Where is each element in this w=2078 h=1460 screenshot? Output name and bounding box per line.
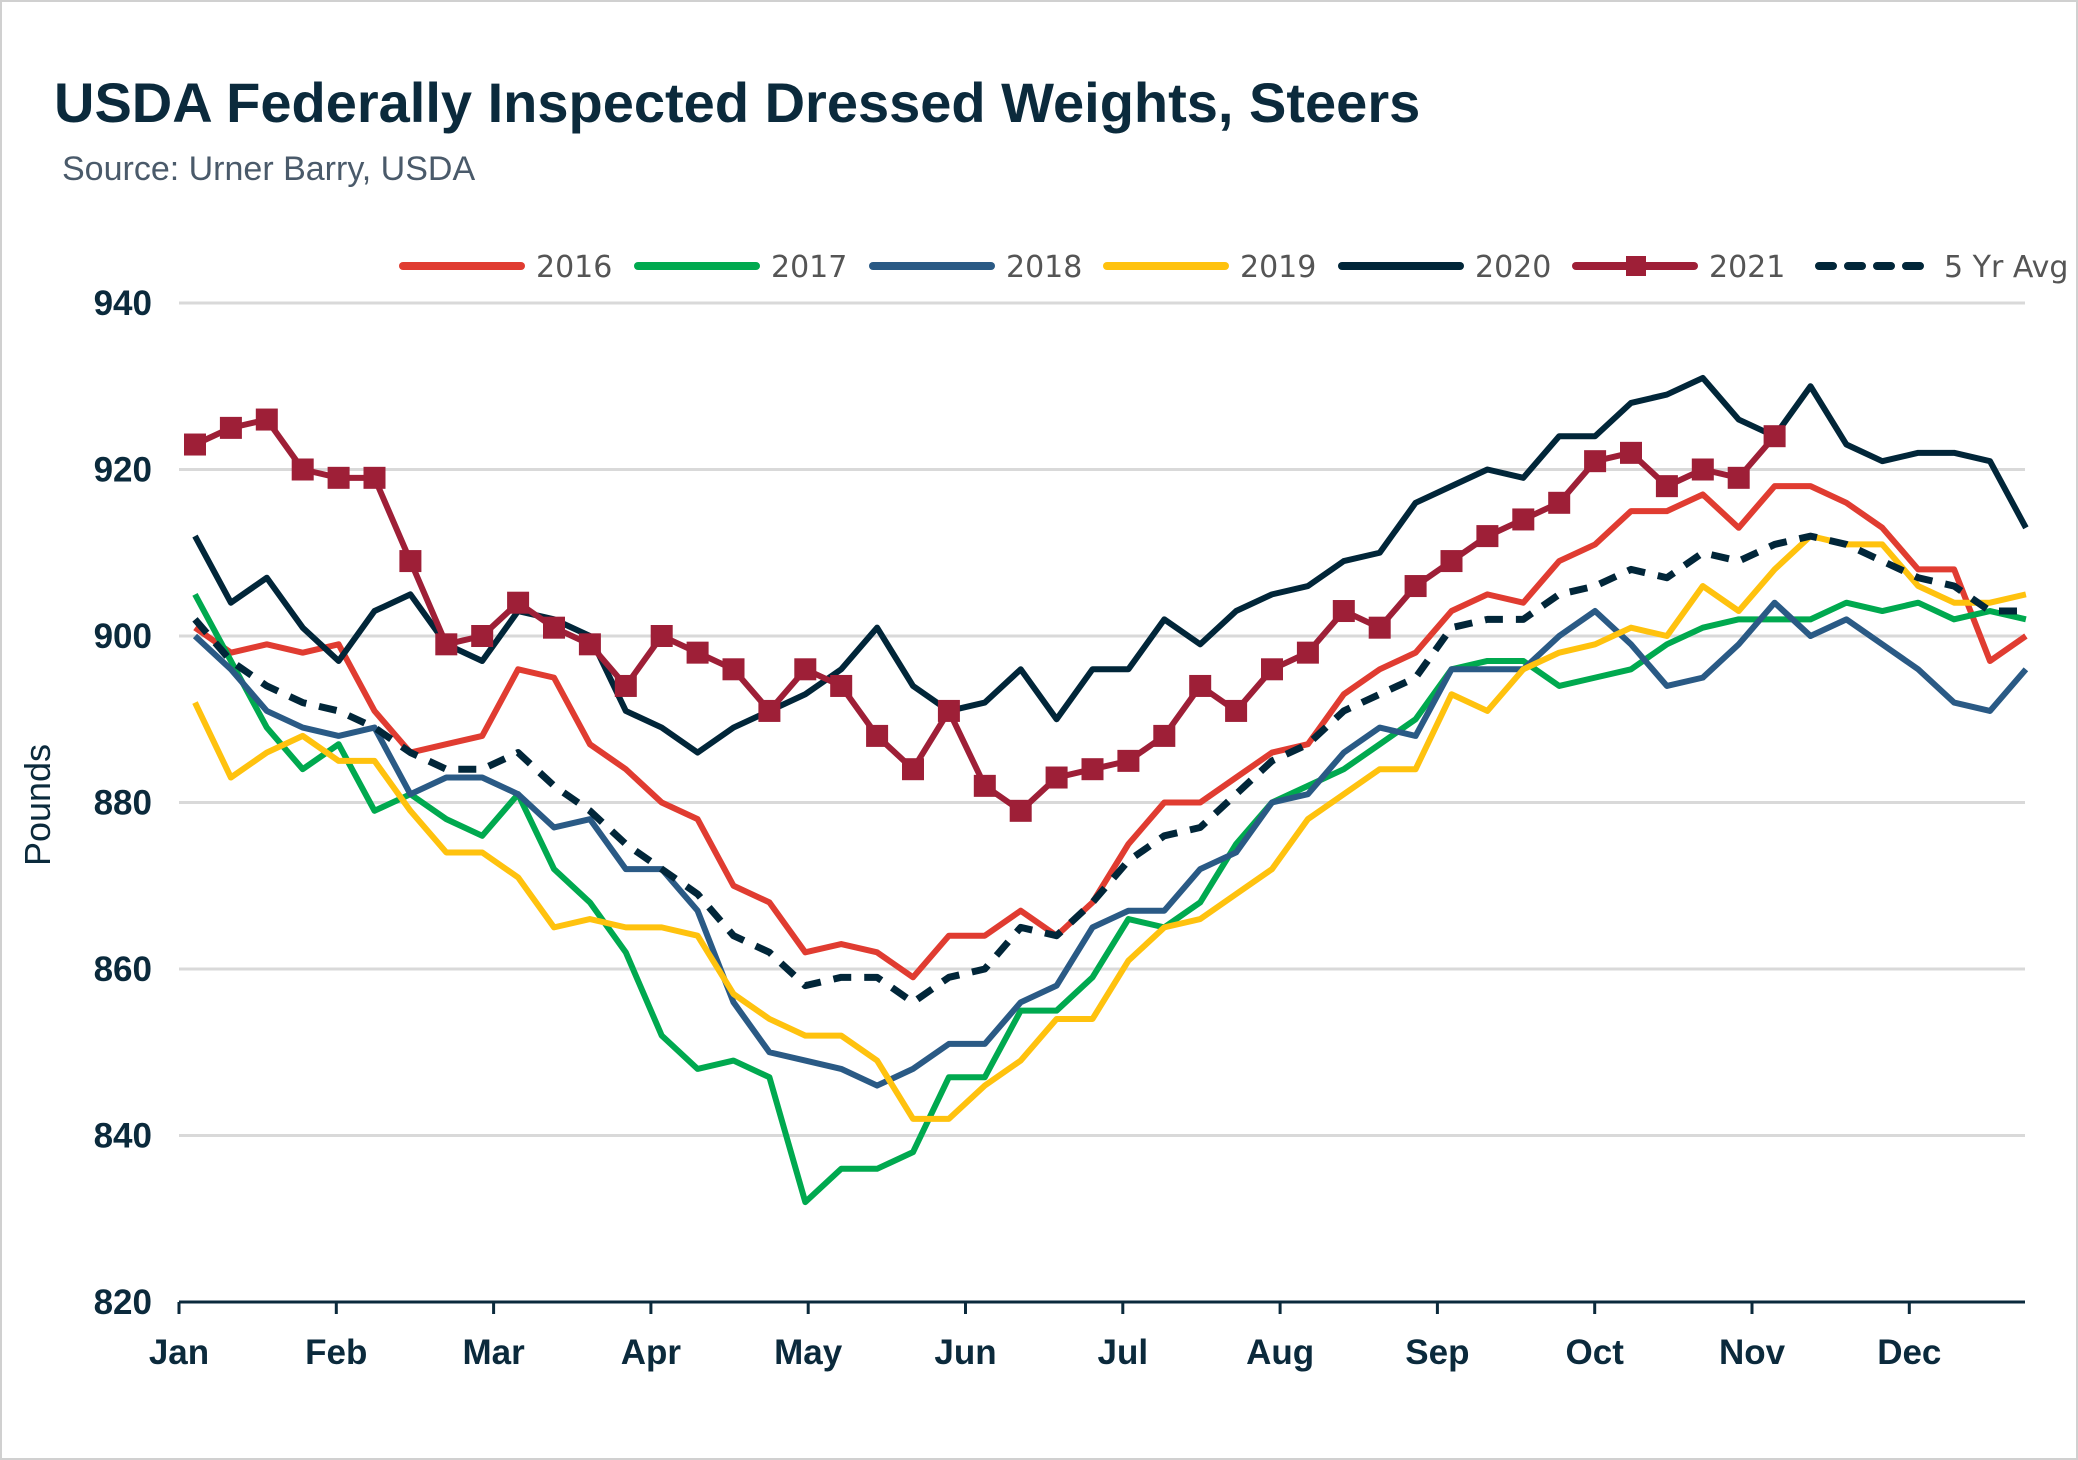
legend-item: 5 Yr Avg [1815,250,2068,285]
data-point-marker [866,724,889,747]
x-tick-label: Sep [1405,1333,1469,1372]
data-point-marker [363,466,386,489]
series-line [192,599,2029,1089]
data-point-marker [1009,799,1032,822]
data-point-marker [902,758,924,781]
data-point-marker [722,658,745,681]
data-point-marker [1225,699,1248,722]
data-point-marker [1153,724,1176,747]
y-tick-label: 860 [94,950,152,989]
series-line [192,532,2026,1006]
series-2018 [192,599,2029,1089]
data-point-marker [184,433,206,456]
x-tick-label: May [774,1333,843,1372]
legend-marker [1626,256,1646,276]
legend-item: 2017 [634,250,847,285]
x-tick-label: Apr [621,1333,682,1372]
series-line [192,533,2027,1122]
data-point-marker [1368,616,1391,639]
data-point-marker [291,458,314,481]
x-tick-label: Nov [1719,1333,1786,1372]
legend-item: 2018 [869,250,1082,285]
y-tick-label: 820 [94,1283,152,1322]
chart-title: USDA Federally Inspected Dressed Weights… [54,71,1421,134]
legend-label: 2019 [1240,250,1316,285]
data-point-marker [937,699,960,722]
x-tick-label: Oct [1566,1333,1625,1372]
x-tick-label: Mar [462,1333,525,1372]
x-tick-label: Jan [149,1333,209,1372]
legend-label: 5 Yr Avg [1944,250,2068,285]
legend-item: 2019 [1103,250,1316,285]
y-tick-label: 940 [94,284,152,323]
data-point-marker [1655,475,1678,498]
series-5-yr-avg [192,532,2026,1006]
data-point-marker [1045,766,1068,789]
data-point-marker [973,774,996,797]
series-line [192,374,2029,756]
legend-item: 2021 [1572,250,1785,285]
y-tick-label: 880 [94,784,152,823]
x-tick-label: Feb [305,1333,367,1372]
data-point-marker [758,699,781,722]
data-point-marker [1512,508,1535,531]
data-point-marker [471,625,494,647]
legend-item: 2020 [1338,250,1551,285]
data-point-marker [1296,641,1319,664]
data-point-marker [1404,575,1427,598]
x-tick-label: Aug [1246,1333,1314,1372]
data-point-marker [1189,674,1212,697]
data-point-marker [1081,758,1104,781]
data-point-marker [1332,600,1355,623]
data-point-marker [507,591,530,614]
x-tick-label: Jun [934,1333,996,1372]
series-2021 [184,408,1786,822]
series-line [193,483,2028,981]
chart-subtitle: Source: Urner Barry, USDA [62,150,476,188]
data-point-marker [327,466,350,489]
data-point-marker [1620,441,1642,464]
y-tick-label: 900 [94,617,152,656]
data-point-marker [1727,466,1750,489]
x-tick-label: Dec [1877,1333,1941,1372]
y-tick-label: 840 [94,1117,152,1156]
legend-label: 2021 [1709,250,1785,285]
data-point-marker [794,658,817,681]
series-2020 [192,374,2029,756]
series-2016 [193,483,2028,981]
data-point-marker [1261,658,1283,681]
data-point-marker [650,625,673,647]
series-line [193,416,1777,814]
series-2019 [192,533,2027,1122]
y-tick-label: 920 [94,451,152,490]
data-point-marker [1691,458,1714,481]
data-point-marker [686,641,709,664]
data-point-marker [578,633,601,656]
data-point-marker [1440,550,1463,573]
data-point-marker [830,674,853,697]
data-point-marker [543,616,565,639]
data-point-marker [1584,450,1607,473]
x-tick-label: Jul [1098,1333,1149,1372]
data-point-marker [399,550,422,573]
y-axis-label: Pounds [17,744,58,866]
legend-label: 2016 [536,250,612,285]
data-point-marker [614,674,637,697]
data-point-marker [255,408,278,431]
legend-label: 2020 [1475,250,1551,285]
legend-label: 2017 [771,250,847,285]
data-point-marker [1117,749,1140,772]
legend-item: 2016 [399,250,612,285]
series-2017 [192,592,2027,1206]
data-point-marker [1548,491,1571,514]
legend-label: 2018 [1006,250,1082,285]
data-point-marker [435,633,458,656]
data-point-marker [1763,425,1786,448]
data-point-marker [1476,525,1499,548]
data-point-marker [219,416,242,439]
series-line [192,592,2027,1206]
